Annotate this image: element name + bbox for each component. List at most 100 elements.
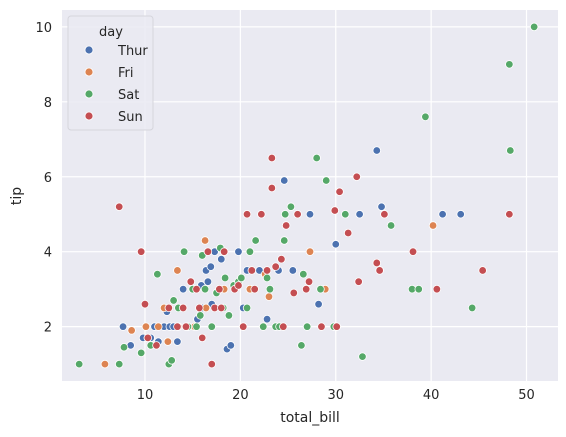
legend-label: Thur (117, 44, 148, 59)
data-point (506, 146, 515, 155)
x-tick-labels: 10 20 30 40 50 (137, 388, 535, 403)
data-point (215, 284, 224, 294)
data-point (264, 292, 274, 301)
data-point (335, 187, 344, 196)
data-point (280, 236, 289, 245)
data-points (74, 22, 539, 369)
legend-title: day (99, 25, 123, 40)
data-point (505, 60, 514, 69)
data-point (136, 247, 146, 256)
data-point (322, 176, 331, 185)
data-point (181, 322, 191, 331)
data-point (304, 277, 314, 286)
data-point (239, 322, 248, 331)
data-point (314, 299, 323, 309)
data-point (354, 277, 363, 286)
legend: day Thur Fri Sat Sun (67, 15, 154, 131)
data-point (152, 341, 161, 350)
data-point (217, 303, 226, 313)
data-point (173, 337, 182, 346)
data-point (377, 202, 386, 211)
data-point (317, 322, 326, 331)
data-point (286, 202, 296, 211)
data-point (289, 288, 298, 298)
data-point (467, 303, 477, 313)
data-point (203, 247, 213, 256)
data-point (178, 284, 188, 294)
x-tick-label: 50 (518, 388, 535, 403)
data-point (267, 183, 277, 193)
data-point (198, 251, 207, 260)
data-point (119, 343, 129, 352)
legend-label: Fri (118, 66, 134, 81)
data-point (118, 322, 128, 331)
data-point (143, 333, 153, 343)
data-point (169, 296, 178, 305)
data-point (179, 247, 189, 256)
data-point (414, 284, 423, 294)
data-point (173, 266, 182, 275)
legend-items: Thur Fri Sat Sun (84, 44, 148, 125)
data-point (154, 322, 163, 331)
data-point (186, 277, 195, 286)
data-point (456, 210, 465, 219)
data-point (127, 326, 136, 335)
data-point (279, 322, 288, 331)
data-point (265, 284, 275, 294)
data-point (153, 269, 162, 279)
data-point (312, 153, 321, 163)
data-point (226, 341, 236, 350)
data-point (217, 255, 226, 264)
data-point (355, 210, 364, 219)
data-point (206, 262, 215, 271)
data-point (203, 277, 213, 286)
y-tick-labels: 2 4 6 8 10 (35, 21, 52, 336)
data-point (331, 240, 340, 249)
data-point (421, 112, 430, 122)
data-point (178, 303, 188, 313)
data-point (280, 176, 289, 185)
data-point (352, 172, 361, 181)
legend-marker (84, 45, 94, 55)
data-point (281, 210, 290, 219)
data-point (234, 281, 243, 290)
data-point (375, 266, 384, 275)
data-point (250, 284, 259, 294)
data-point (200, 236, 210, 245)
data-point (428, 221, 438, 230)
data-point (141, 322, 151, 331)
data-point (478, 266, 487, 275)
data-point (299, 269, 308, 279)
series-sun (115, 153, 514, 369)
data-point (305, 247, 315, 256)
data-point (115, 359, 124, 369)
data-point (224, 311, 234, 320)
data-point (219, 247, 229, 256)
data-point (343, 228, 353, 238)
data-point (207, 359, 216, 369)
data-point (408, 247, 418, 256)
data-point (301, 284, 311, 294)
legend-marker (84, 111, 94, 121)
data-point (505, 210, 514, 219)
x-tick-label: 10 (137, 388, 154, 403)
data-point (192, 322, 201, 331)
data-point (332, 322, 341, 331)
data-point (237, 273, 246, 283)
data-point (198, 333, 207, 343)
data-point (386, 221, 396, 230)
data-point (297, 341, 306, 350)
data-point (195, 303, 204, 313)
legend-label: Sat (118, 88, 139, 103)
data-point (372, 146, 381, 155)
legend-marker (84, 89, 94, 99)
data-point (277, 255, 286, 264)
data-point (432, 284, 442, 294)
data-point (293, 210, 302, 219)
data-point (262, 314, 272, 324)
legend-box (67, 15, 154, 131)
legend-label: Sun (118, 110, 143, 125)
y-tick-label: 2 (44, 321, 52, 336)
data-point (167, 356, 176, 365)
